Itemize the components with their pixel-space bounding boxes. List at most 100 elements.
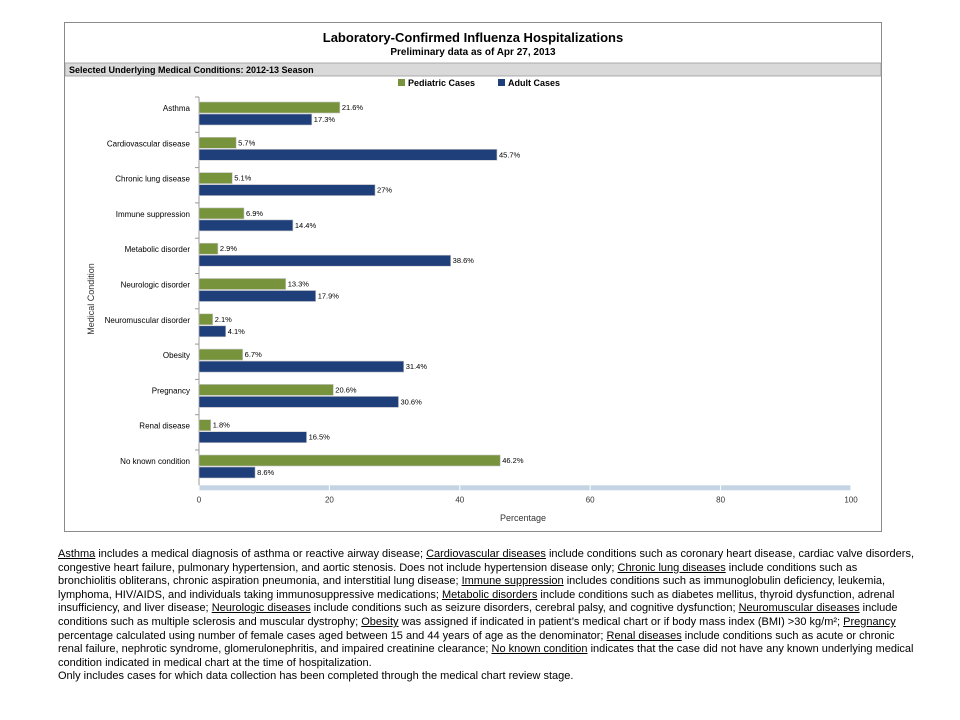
category-label: Renal disease [139, 422, 190, 431]
chart-subtitle: Preliminary data as of Apr 27, 2013 [390, 47, 556, 58]
y-axis-title: Medical Condition [86, 263, 96, 335]
footnote-term: Metabolic disorders [441, 588, 538, 601]
category-label: Asthma [163, 104, 191, 113]
footnote-definition-text: include conditions such as acute or chro… [58, 629, 895, 656]
bar-pediatric-value-label: 6.7% [245, 350, 262, 359]
footnote-definition-text: include conditions such as multiple scle… [58, 602, 898, 628]
bar-adult [198, 184, 376, 196]
bar-adult [198, 254, 451, 267]
bar-adult-value-label: 38.6% [453, 256, 475, 265]
x-tick-label: 80 [716, 495, 725, 504]
bar-adult-value-label: 30.6% [401, 397, 423, 406]
footnote-definition-text: indicates that the case did not have any… [58, 643, 914, 669]
x-tick-label: 0 [197, 495, 202, 504]
bar-adult [198, 325, 227, 338]
bar-adult-value-label: 16.5% [309, 433, 331, 442]
bar-pediatric-value-label: 21.6% [342, 103, 364, 112]
x-tick-label: 20 [325, 495, 334, 504]
category-label: Pregnancy [152, 386, 190, 395]
bar-adult-value-label: 17.3% [314, 115, 336, 124]
footnote-definition-text: include conditions such as coronary hear… [58, 548, 915, 574]
bar-adult-value-label: 31.4% [406, 362, 428, 371]
bar-pediatric [198, 242, 219, 255]
bar-pediatric-value-label: 5.1% [234, 174, 251, 183]
footnote-term: Obesity [361, 615, 399, 628]
bar-pediatric-value-label: 5.7% [238, 138, 255, 147]
bar-pediatric [198, 101, 341, 114]
footnote-definition-text: percentage calculated using number of fe… [58, 629, 607, 642]
category-label: Neurologic disorder [121, 281, 191, 290]
bar-pediatric [198, 278, 287, 290]
bar-adult [198, 290, 317, 302]
footnote-term: Pregnancy [843, 615, 896, 628]
category-label: Chronic lung disease [115, 175, 190, 184]
footnote-definition-text: includes conditions such as immunoglobul… [58, 575, 886, 601]
x-tick-label: 100 [844, 495, 858, 504]
bar-pediatric [198, 384, 334, 396]
bar-adult [198, 149, 498, 161]
bar-adult-value-label: 45.7% [499, 150, 521, 159]
bar-adult [198, 396, 399, 408]
footnote-definition-text: include conditions such as bronchiolitis… [58, 561, 858, 588]
category-label: Cardiovascular disease [107, 139, 191, 148]
bar-pediatric-value-label: 2.1% [215, 315, 232, 324]
footnote-term: Neuromuscular diseases [738, 602, 860, 615]
footnote-note: Only includes cases for which data colle… [58, 670, 574, 683]
footnote-term: Neurologic diseases [211, 602, 311, 615]
bar-pediatric-value-label: 1.8% [213, 421, 230, 430]
footnote-term: Cardiovascular diseases [426, 548, 546, 560]
x-axis-band [199, 485, 851, 491]
legend-label-pediatric: Pediatric Cases [408, 78, 475, 88]
footnote-term: Chronic lung diseases [617, 561, 726, 574]
legend-swatch-adult [498, 79, 505, 86]
panel-header [65, 62, 882, 77]
bar-pediatric [198, 348, 243, 361]
footnote-term: Renal diseases [606, 629, 682, 642]
bar-pediatric [198, 172, 233, 184]
chart-title: Laboratory-Confirmed Influenza Hospitali… [323, 30, 623, 45]
footnote-definition-text: includes a medical diagnosis of asthma o… [95, 548, 427, 560]
category-label: No known condition [120, 457, 190, 466]
bar-adult [198, 113, 313, 126]
footnote-definitions: Asthma includes a medical diagnosis of a… [58, 548, 918, 670]
footnote-term: No known condition [491, 643, 588, 656]
bar-adult-value-label: 17.9% [318, 292, 340, 301]
legend-label-adult: Adult Cases [508, 78, 560, 88]
bar-pediatric [198, 137, 237, 149]
panel-title: Selected Underlying Medical Conditions: … [69, 65, 314, 75]
bar-adult [198, 431, 307, 444]
bar-pediatric-value-label: 2.9% [220, 244, 237, 253]
x-axis-title: Percentage [500, 513, 546, 523]
bar-pediatric-value-label: 13.3% [288, 280, 310, 289]
footnote-term: Immune suppression [461, 575, 564, 588]
footnote-definition-text: was assigned if indicated in patient’s m… [398, 615, 844, 628]
footnote-definition-text: include conditions such as seizure disor… [310, 602, 739, 615]
bar-adult [198, 219, 294, 232]
bar-pediatric [198, 454, 501, 467]
bar-adult [198, 466, 256, 479]
bar-pediatric [198, 313, 213, 326]
category-label: Metabolic disorder [125, 245, 191, 254]
footnote-term: Asthma [58, 548, 96, 560]
bar-adult [198, 360, 405, 373]
plot-area: 0 20 40 60 80 100 Asthma 21.6% 17.3% Cardiovascul… [105, 96, 858, 504]
chart-svg: Laboratory-Confirmed Influenza Hospitali… [65, 30, 882, 523]
category-label: Neuromuscular disorder [105, 316, 191, 325]
bar-pediatric [198, 419, 212, 432]
x-tick-label: 60 [586, 495, 595, 504]
bar-pediatric-value-label: 6.9% [246, 209, 263, 218]
footnote: Asthma includes a medical diagnosis of a… [58, 548, 918, 684]
category-label: Obesity [163, 351, 190, 360]
legend: Pediatric Cases Adult Cases [398, 78, 560, 88]
x-tick-label: 40 [455, 495, 464, 504]
bar-pediatric-value-label: 20.6% [335, 385, 357, 394]
category-label: Immune suppression [116, 210, 190, 219]
bar-adult-value-label: 4.1% [228, 327, 245, 336]
bar-adult-value-label: 14.4% [295, 221, 317, 230]
chart-frame: Laboratory-Confirmed Influenza Hospitali… [64, 22, 882, 532]
bar-adult-value-label: 8.6% [257, 468, 274, 477]
bar-adult-value-label: 27% [377, 186, 392, 195]
bar-pediatric [198, 207, 245, 220]
footnote-definition-text: include conditions such as diabetes mell… [58, 588, 895, 615]
bar-pediatric-value-label: 46.2% [502, 456, 524, 465]
